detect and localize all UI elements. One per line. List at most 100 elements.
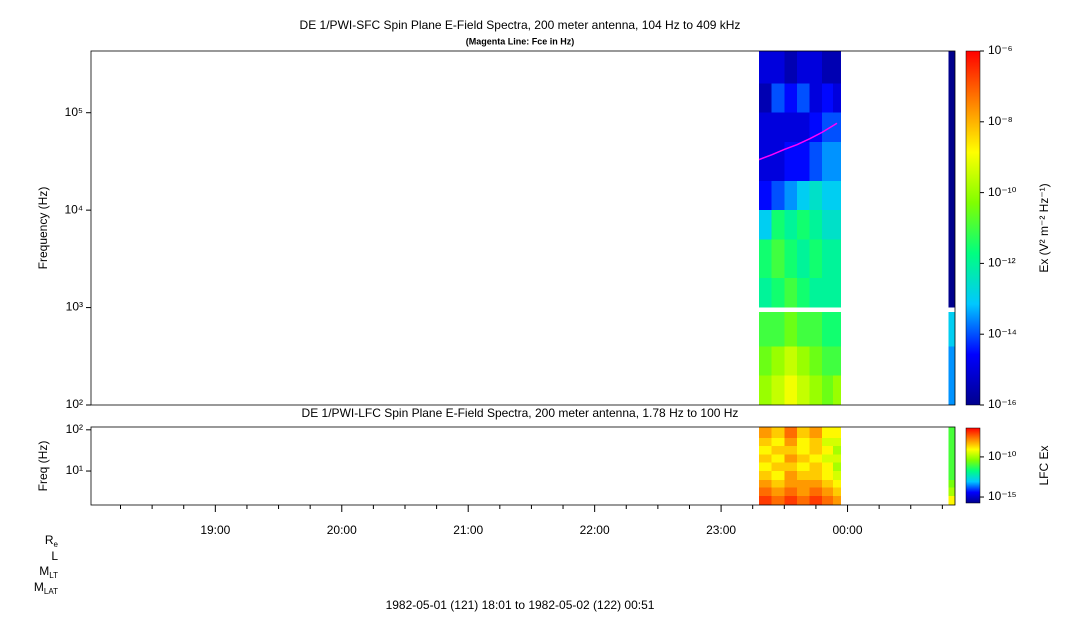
spectrogram-cell (948, 375, 955, 405)
spectrogram-cell (948, 112, 955, 143)
ephemeris-label-sub: e (54, 540, 59, 549)
spectrogram-cell (822, 480, 833, 488)
fce-line (758, 122, 838, 161)
x-tick-label: 23:00 (706, 523, 736, 537)
spectrogram-cell (809, 495, 823, 505)
spectrogram-cell (832, 471, 842, 481)
spectrogram-cell (784, 83, 797, 113)
spectrogram-cell (809, 51, 823, 84)
spectrogram-cell (948, 454, 955, 463)
spectrogram-cell (796, 438, 810, 447)
spectrogram-cell (796, 495, 810, 505)
y-axis-label: Frequency (Hz) (36, 187, 50, 270)
spectrogram-cell (822, 346, 833, 376)
spectrogram-cell (796, 180, 810, 211)
ephemeris-label: MLAT (34, 580, 58, 596)
x-tick-label: 00:00 (833, 523, 863, 537)
spectrogram-cell (832, 438, 842, 447)
spectrogram-cell (948, 239, 955, 279)
x-tick-label: 19:00 (200, 523, 230, 537)
colorbar-tick-label: 10⁻⁸ (988, 114, 1013, 128)
spectrogram-cell (771, 471, 785, 481)
spectrogram-cell (822, 427, 833, 439)
spectrogram-cell (948, 180, 955, 211)
spectrogram-cell (771, 487, 785, 496)
colorbar (965, 427, 981, 504)
spectrogram-cell (809, 462, 823, 472)
spectrogram-cell (784, 446, 797, 455)
spectrogram-cell (822, 495, 833, 505)
x-tick-label: 21:00 (453, 523, 483, 537)
spectrogram-cell (796, 210, 810, 240)
spectrogram-cell (784, 438, 797, 447)
spectrogram-cell (948, 51, 955, 84)
spectrogram-cell (822, 462, 833, 472)
spectrogram-cell (771, 312, 785, 347)
spectrogram-cell (948, 83, 955, 113)
spectrogram-cell (784, 278, 797, 308)
spectrogram-cell (809, 480, 823, 488)
spectrogram-cell (832, 51, 842, 84)
y-tick-label: 10⁵ (65, 105, 83, 119)
spectrogram-cell (809, 83, 823, 113)
spectrogram-cell (809, 210, 823, 240)
spectrogram-cell (759, 83, 772, 113)
spectrogram-cell (832, 112, 842, 143)
spectrogram-cell (948, 312, 955, 347)
spectrogram-cell (796, 471, 810, 481)
y-axis-label: Freq (Hz) (36, 441, 50, 492)
spectrogram-cell (809, 142, 823, 181)
colorbar-label: Ex (V² m⁻² Hz⁻¹) (1037, 183, 1051, 272)
ephemeris-label: MLT (39, 564, 58, 580)
spectrogram-cell (796, 83, 810, 113)
spectrogram-cell (948, 446, 955, 455)
spectrogram-cell (822, 487, 833, 496)
spectrogram-cell (771, 462, 785, 472)
spectrogram-cell (809, 312, 823, 347)
spectrogram-cell (948, 210, 955, 240)
spectrogram-cell (822, 180, 833, 211)
spectrogram-cell (832, 180, 842, 211)
spectrogram-cell (822, 454, 833, 463)
spectrogram-cell (784, 312, 797, 347)
spectrogram-cell (759, 495, 772, 505)
spectrogram-cell (948, 471, 955, 481)
colorbar-tick-label: 10⁻¹⁰ (988, 449, 1017, 463)
spectrogram-cell (822, 446, 833, 455)
spectrogram-cell (832, 375, 842, 405)
ephemeris-label-main: L (51, 549, 58, 563)
spectrogram-cell (759, 346, 772, 376)
spectrogram-cell (832, 427, 842, 439)
colorbar-tick-label: 10⁻¹² (988, 256, 1016, 270)
spectrogram-cell (948, 438, 955, 447)
colorbar-tick-label: 10⁻¹⁵ (988, 489, 1017, 503)
spectrogram-cell (784, 142, 797, 181)
spectrogram-cell (822, 239, 833, 279)
ephemeris-label-main: R (45, 533, 54, 547)
spectrogram-cell (771, 375, 785, 405)
spectrogram-cell (771, 112, 785, 143)
spectrogram-cell (784, 454, 797, 463)
spectrogram-cell (784, 487, 797, 496)
spectrogram-cell (796, 239, 810, 279)
spectrogram-cell (948, 495, 955, 505)
spectrogram-cell (822, 375, 833, 405)
spectrogram-cell (822, 210, 833, 240)
spectrogram-cell (771, 83, 785, 113)
spectrogram-cell (771, 480, 785, 488)
spectrogram-cell (771, 210, 785, 240)
spectrogram-cell (948, 462, 955, 472)
spectrogram-cell (759, 278, 772, 308)
spectrogram-cell (759, 51, 772, 84)
spectrogram-cell (809, 427, 823, 439)
spectrogram-cell (809, 346, 823, 376)
spectrogram-cell (796, 278, 810, 308)
time-range: 1982-05-01 (121) 18:01 to 1982-05-02 (12… (386, 598, 655, 612)
spectrogram-cell (771, 180, 785, 211)
spectrogram-cell (784, 427, 797, 439)
spectrogram-cell (784, 480, 797, 488)
spectrogram-cell (832, 239, 842, 279)
spectrogram-cell (832, 142, 842, 181)
spectrogram-cell (832, 462, 842, 472)
ephemeris-label-sub: LT (49, 571, 58, 580)
